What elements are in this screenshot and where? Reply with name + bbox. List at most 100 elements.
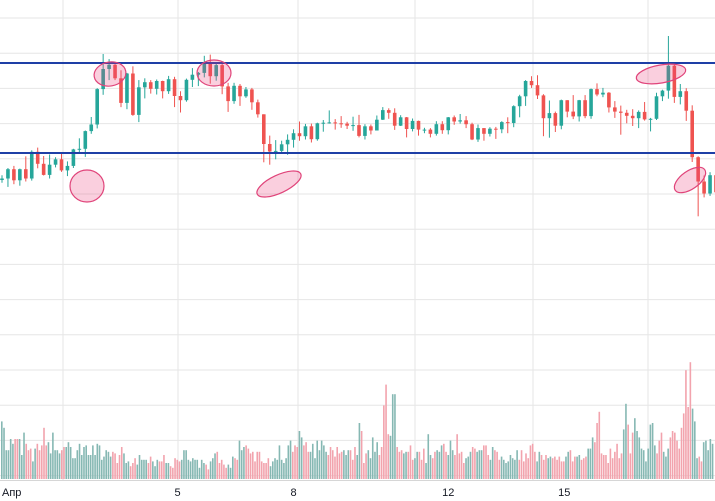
candle-body	[250, 89, 254, 103]
volume-bar	[585, 456, 587, 479]
volume-bar	[351, 459, 354, 479]
candle-body	[452, 117, 456, 122]
volume-bar	[123, 453, 125, 479]
candle-body	[83, 131, 88, 149]
volume-bar	[711, 443, 714, 479]
volume-bar	[298, 431, 301, 479]
volume-bar	[440, 445, 443, 479]
candle-body	[148, 82, 153, 89]
candle-body	[71, 149, 76, 166]
candle-body	[684, 91, 689, 111]
candle-body	[398, 117, 403, 126]
candle-body	[660, 90, 665, 97]
volume-bar	[198, 467, 201, 479]
volume-bar	[158, 461, 161, 479]
volume-bar	[294, 445, 296, 479]
volume-bar	[400, 450, 403, 479]
candle-body	[464, 120, 468, 125]
volume-bar	[154, 466, 156, 479]
volume-bar	[274, 458, 276, 479]
volume-bar	[49, 453, 52, 479]
volume-bar	[145, 459, 147, 479]
volume-bar	[174, 458, 176, 479]
candle-body	[553, 113, 558, 126]
volume-bar	[176, 459, 179, 479]
volume-bar	[80, 455, 83, 479]
volume-bar	[483, 445, 485, 479]
volume-bar	[307, 451, 310, 479]
volume-bar	[343, 450, 345, 479]
volume-bar	[558, 456, 561, 479]
volume-bar	[380, 447, 383, 479]
volume-bar	[665, 456, 667, 479]
volume-bar	[189, 461, 192, 479]
volume-bar	[443, 443, 445, 479]
volume-bar	[527, 458, 530, 479]
volume-bar	[140, 459, 143, 479]
volume-bar	[403, 453, 405, 479]
volume-bar	[540, 455, 543, 479]
candle-body	[386, 110, 391, 113]
volume-bar	[320, 440, 323, 479]
candle-body	[95, 89, 99, 125]
volume-bar	[398, 451, 401, 479]
candle-body	[47, 164, 52, 175]
volume-bar	[203, 463, 205, 479]
volume-bar	[434, 451, 436, 479]
candle-body	[53, 159, 58, 165]
candle-body	[630, 115, 635, 119]
volume-bar	[43, 427, 45, 479]
candle-body	[333, 122, 337, 124]
volume-bar	[674, 432, 676, 479]
volume-bar	[676, 440, 678, 479]
volume-bar	[700, 461, 703, 479]
candle-body	[583, 100, 587, 117]
candle-body	[291, 133, 296, 140]
volume-bar	[631, 432, 634, 479]
candle-body	[636, 111, 641, 119]
volume-bar	[120, 447, 123, 479]
volume-bar	[618, 458, 621, 479]
volume-bar	[369, 458, 372, 479]
candle-body	[446, 117, 451, 131]
volume-bar	[331, 450, 334, 479]
volume-bar	[283, 463, 285, 479]
volume-bar	[529, 445, 532, 479]
volume-bar	[707, 450, 709, 479]
volume-bar	[445, 451, 447, 479]
volume-bar	[514, 459, 516, 479]
volume-bar	[127, 461, 130, 479]
volume-bar	[149, 456, 152, 479]
volume-bar	[567, 451, 569, 479]
volume-bar	[218, 463, 221, 479]
volume-bar	[636, 431, 638, 479]
volume-bar	[616, 443, 618, 479]
candle-body	[702, 181, 706, 194]
volume-bar	[214, 453, 216, 479]
volume-bar	[3, 427, 5, 479]
candle-body	[666, 65, 671, 91]
volume-bar	[167, 463, 170, 479]
candle-body	[214, 65, 218, 77]
volume-bar	[54, 450, 56, 479]
volume-bar	[125, 463, 127, 479]
volume-bar	[349, 450, 352, 479]
volume-bar	[138, 455, 141, 479]
volume-bar	[436, 450, 438, 479]
volume-bar	[263, 463, 265, 479]
volume-bar	[56, 450, 59, 479]
volume-bar	[662, 451, 665, 479]
volume-bar	[65, 447, 68, 479]
volume-bar	[40, 445, 43, 479]
volume-bar	[625, 403, 627, 479]
candle-body	[220, 65, 224, 87]
candle-body	[624, 112, 629, 116]
candle-body	[24, 169, 28, 179]
volume-bar	[227, 464, 230, 479]
volume-bar	[509, 455, 512, 479]
volume-bar	[569, 450, 572, 479]
candle-body	[642, 111, 647, 120]
volume-bar	[338, 453, 341, 479]
volume-bar	[289, 440, 292, 479]
candle-body	[113, 64, 117, 79]
